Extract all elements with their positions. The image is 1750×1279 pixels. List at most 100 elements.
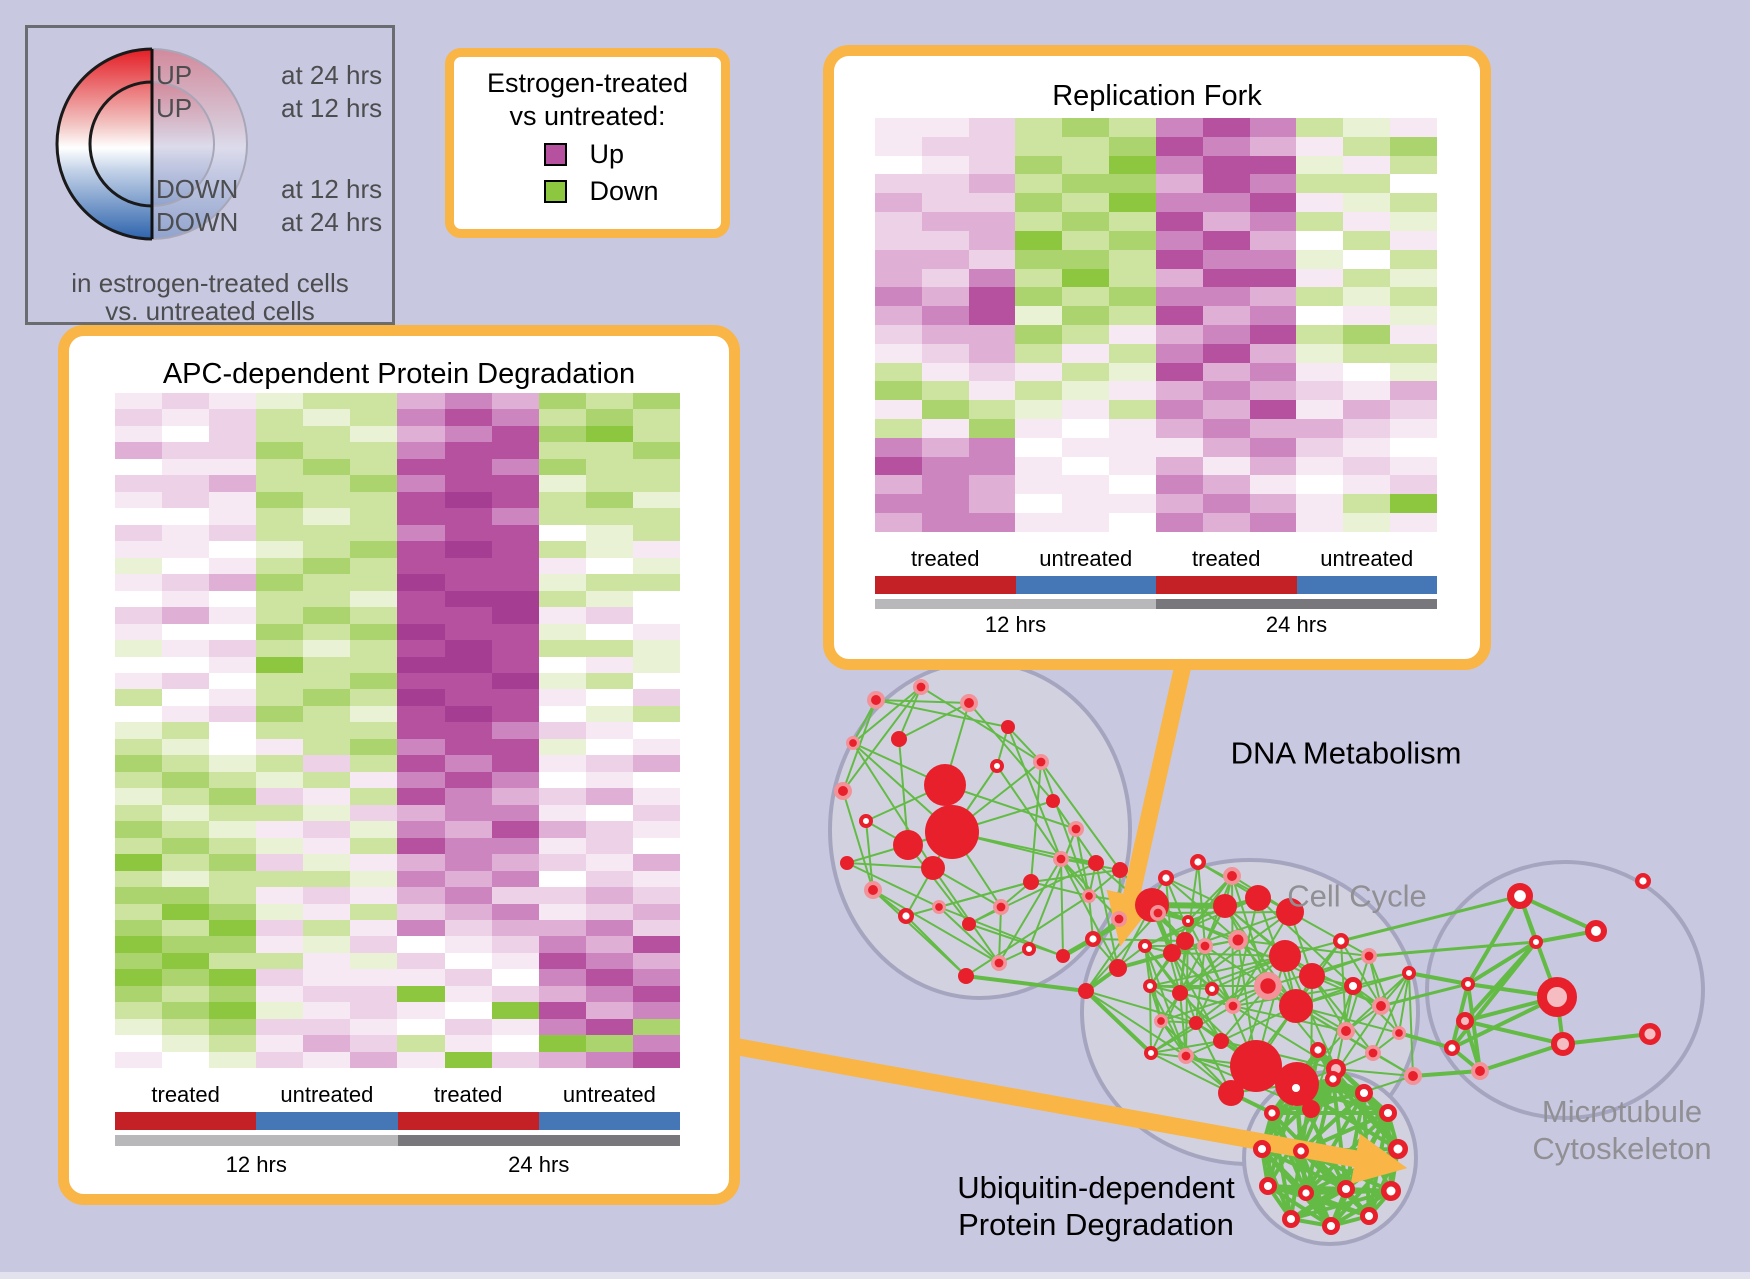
heatmap-cell xyxy=(1249,212,1297,231)
heatmap-cell xyxy=(162,887,210,904)
heatmap-cell xyxy=(585,590,633,608)
heatmap-cell xyxy=(162,1035,210,1052)
gene-node-rim xyxy=(992,898,1009,915)
gene-node-solid xyxy=(891,731,907,747)
heatmap-cell xyxy=(256,393,304,410)
gene-node-ring xyxy=(1343,976,1362,995)
heatmap-cell xyxy=(303,442,351,459)
heatmap-row xyxy=(115,672,680,690)
heatmap-cell xyxy=(303,672,351,690)
heatmap-cell xyxy=(397,689,445,706)
heatmap-cell xyxy=(397,425,445,443)
heatmap-cell xyxy=(1343,249,1391,269)
heatmap-cell xyxy=(444,903,492,920)
dial-time-label: at 12 hrs xyxy=(281,93,383,123)
heatmap-cell xyxy=(968,381,1016,401)
gene-node-rim xyxy=(1372,997,1391,1016)
heatmap-cell xyxy=(350,738,398,756)
heatmap-cell xyxy=(1390,212,1437,231)
cluster-label-microtubule: Microtubule Cytoskeleton xyxy=(1532,1094,1712,1166)
group-label: untreated xyxy=(1320,546,1414,571)
heatmap-cell xyxy=(397,458,445,476)
gene-node-rim xyxy=(1197,937,1214,954)
heatmap-cell xyxy=(303,952,351,970)
heatmap-cell xyxy=(1296,343,1344,363)
heatmap-cell xyxy=(1062,136,1110,156)
heatmap-cell xyxy=(1296,136,1344,156)
heatmap-cell xyxy=(968,174,1016,194)
heatmap-row xyxy=(115,475,680,492)
cluster-label-ubiquitin: Ubiquitin-dependent Protein Degradation xyxy=(957,1170,1235,1242)
network-edge xyxy=(998,858,1062,964)
heatmap-cell xyxy=(303,969,351,986)
heatmap-row xyxy=(115,821,680,838)
heatmap-cell xyxy=(538,574,586,591)
heatmap-cell xyxy=(1343,268,1391,288)
heatmap-cell xyxy=(585,491,633,509)
gene-node-rim xyxy=(1337,1022,1356,1041)
heatmap-cell xyxy=(1296,475,1344,495)
heatmap-cell xyxy=(350,541,398,558)
heatmap-cell xyxy=(1390,419,1437,438)
heatmap-cell xyxy=(256,969,304,986)
heatmap-cell xyxy=(162,574,210,591)
heatmap-cell xyxy=(115,1051,163,1069)
heatmap-cell xyxy=(585,920,633,937)
heatmap-cell xyxy=(162,425,210,443)
heatmap-cell xyxy=(1155,419,1203,438)
heatmap-cell xyxy=(1390,155,1437,175)
gene-node-rim xyxy=(1391,1025,1406,1040)
heatmap-cell xyxy=(444,705,492,723)
heatmap-cell xyxy=(444,574,492,591)
heatmap-cell xyxy=(256,854,304,871)
heatmap-cell xyxy=(256,837,304,855)
heatmap-cell xyxy=(350,607,398,624)
heatmap-cell xyxy=(350,854,398,871)
apc-treatment-bars xyxy=(115,1112,680,1130)
heatmap-cell xyxy=(585,1035,633,1052)
treated-bar xyxy=(875,576,1016,594)
heatmap-cell xyxy=(209,458,257,476)
heatmap-cell xyxy=(303,854,351,871)
heatmap-cell xyxy=(491,854,539,871)
heatmap-cell xyxy=(444,985,492,1003)
heatmap-cell xyxy=(1343,155,1391,175)
heatmap-cell xyxy=(256,541,304,558)
heatmap-cell xyxy=(444,524,492,542)
gene-node-ring xyxy=(1529,935,1543,949)
heatmap-cell xyxy=(256,936,304,953)
heatmap-cell xyxy=(444,590,492,608)
heatmap-cell xyxy=(968,306,1016,325)
network-edge xyxy=(932,867,1002,908)
heatmap-cell xyxy=(921,400,969,419)
heatmap-cell xyxy=(1062,155,1110,175)
heatmap-cell xyxy=(162,969,210,986)
heatmap-cell xyxy=(1062,513,1110,532)
gene-node-rim xyxy=(1223,867,1242,886)
network-edge xyxy=(932,867,1000,964)
heatmap-row xyxy=(115,524,680,542)
heatmap-cell xyxy=(115,475,163,492)
heatmap-cell xyxy=(632,574,680,591)
heatmap-cell xyxy=(491,936,539,953)
network-edge xyxy=(1197,861,1291,913)
heatmap-cell xyxy=(162,854,210,871)
heatmap-cell xyxy=(538,854,586,871)
heatmap-cell xyxy=(491,524,539,542)
heatmap-cell xyxy=(1249,136,1297,156)
gene-node-rim xyxy=(1153,1014,1168,1029)
cluster-label-cellcycle: Cell Cycle xyxy=(1287,878,1427,914)
heatmap-cell xyxy=(1109,324,1156,344)
heatmap-cell xyxy=(538,607,586,624)
updown-legend-title-line1: Estrogen-treated xyxy=(486,68,689,98)
network-bridge-edge xyxy=(1380,982,1469,1008)
heatmap-cell xyxy=(921,343,969,363)
heatmap-cell xyxy=(585,442,633,459)
heatmap-cell xyxy=(538,903,586,920)
heatmap-cell xyxy=(444,936,492,953)
heatmap-cell xyxy=(1343,475,1391,495)
arrow-replication-to-dna xyxy=(1106,650,1195,947)
heatmap-cell xyxy=(115,541,163,558)
heatmap-cell xyxy=(1390,118,1437,137)
heatmap-cell xyxy=(1155,230,1203,250)
